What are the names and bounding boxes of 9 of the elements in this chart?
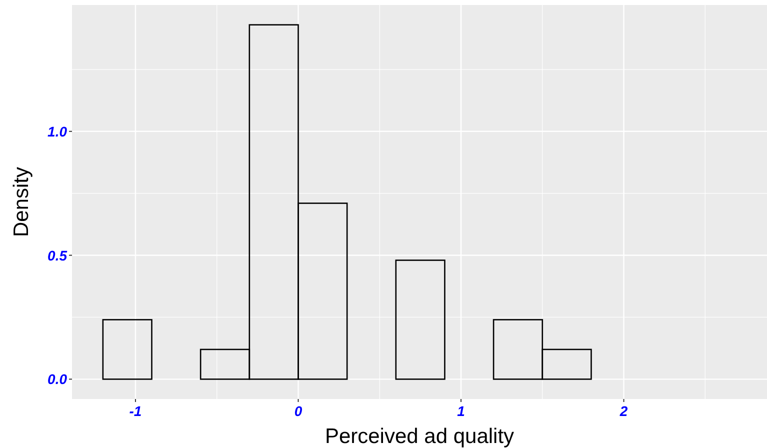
y-tick-label: 1.0	[48, 123, 68, 140]
x-tick-label: 2	[618, 403, 628, 419]
y-tick-label: 0.0	[48, 371, 68, 388]
y-axis-title: Density	[10, 166, 33, 238]
y-tick-label: 0.5	[48, 247, 68, 264]
x-axis-title: Perceived ad quality	[324, 425, 515, 448]
x-tick-label: 1	[457, 403, 466, 419]
x-tick-label: 0	[294, 403, 302, 419]
x-tick-label: -1	[129, 403, 142, 419]
